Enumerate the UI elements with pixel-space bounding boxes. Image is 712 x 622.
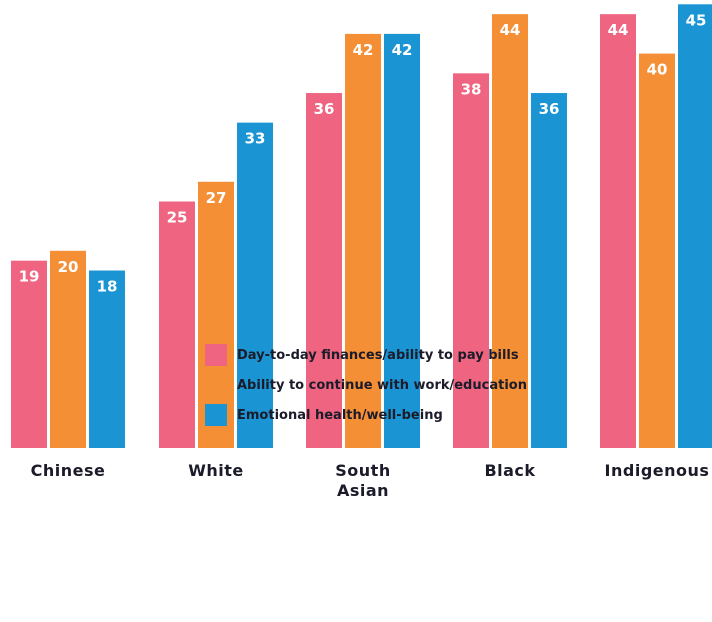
category-label-south-asian-line2: Asian [337,481,389,500]
bars-group: 19 20 18 25 27 33 36 42 42 38 44 36 44 40 45 [11,4,712,449]
legend-label-work: Ability to continue with work/education [237,377,527,393]
legend-label-emotional: Emotional health/well-being [237,407,443,423]
data-label-chinese-work: 20 [58,258,79,276]
data-label-white-emotional: 33 [245,130,266,148]
data-label-indigenous-finances: 44 [608,21,629,39]
bar-chinese-emotional [89,270,125,448]
data-label-black-emotional: 36 [539,100,560,118]
legend-swatch-work [205,374,227,396]
category-label-south-asian-line1: South [335,461,390,480]
bar-black-emotional [531,93,567,448]
category-label-indigenous: Indigenous [605,461,710,480]
bar-chinese-finances [11,260,47,448]
bar-chinese-work [50,250,86,448]
bar-white-finances [159,201,195,448]
bar-south-asian-work [345,33,381,448]
bar-black-work [492,14,528,448]
data-label-south-asian-work: 42 [353,41,374,59]
category-label-chinese: Chinese [31,461,106,480]
category-label-black: Black [484,461,535,480]
data-label-south-asian-finances: 36 [314,100,335,118]
data-label-south-asian-emotional: 42 [392,41,413,59]
legend-swatch-emotional [205,404,227,426]
legend-item-emotional: Emotional health/well-being [205,404,527,426]
data-label-white-work: 27 [206,189,227,207]
bar-south-asian-finances [306,93,342,448]
data-label-chinese-emotional: 18 [97,278,118,296]
legend-swatch-finances [205,344,227,366]
bar-black-finances [453,73,489,448]
data-label-indigenous-emotional: 45 [686,11,707,29]
data-label-indigenous-work: 40 [647,61,668,79]
bar-indigenous-work [639,53,675,448]
legend-label-finances: Day-to-day finances/ability to pay bills [237,347,519,363]
legend-item-work: Ability to continue with work/education [205,374,527,396]
data-label-black-work: 44 [500,21,521,39]
data-label-black-finances: 38 [461,80,482,98]
legend: Day-to-day finances/ability to pay bills… [205,344,527,434]
bar-south-asian-emotional [384,33,420,448]
bar-indigenous-emotional [678,4,712,449]
category-label-white: White [188,461,244,480]
legend-item-finances: Day-to-day finances/ability to pay bills [205,344,527,366]
bar-indigenous-finances [600,14,636,448]
bar-white-work [198,181,234,448]
data-label-chinese-finances: 19 [19,268,40,286]
bar-white-emotional [237,122,273,449]
data-label-white-finances: 25 [167,209,188,227]
